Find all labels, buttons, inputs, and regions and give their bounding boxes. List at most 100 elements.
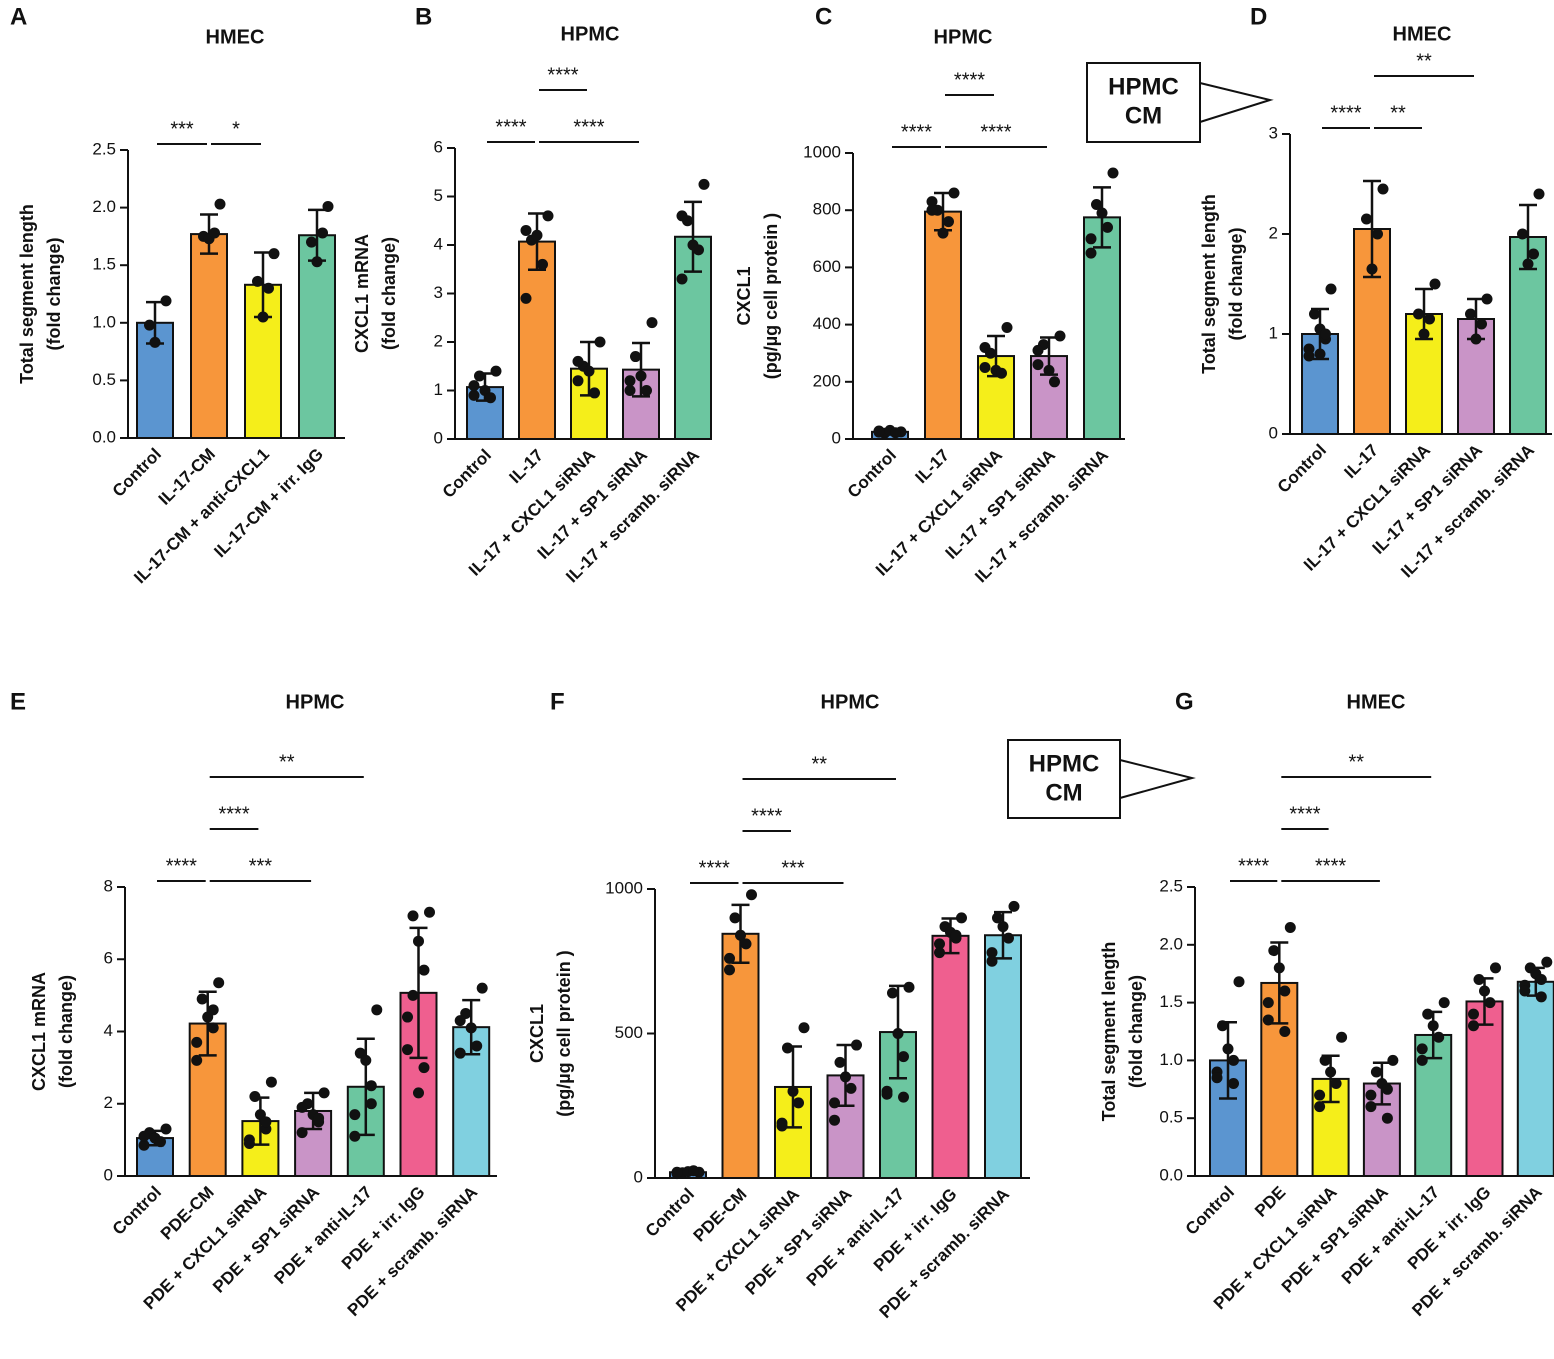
chart-title: HMEC — [1347, 691, 1406, 713]
data-point — [160, 295, 172, 307]
data-point — [630, 351, 641, 363]
data-point — [252, 275, 263, 287]
data-point — [934, 938, 945, 950]
error-bar — [1363, 179, 1381, 279]
x-tick-label: PDE — [1251, 1183, 1289, 1221]
bar — [826, 1074, 865, 1180]
data-point — [1085, 233, 1097, 245]
data-point — [1365, 1089, 1377, 1101]
error-bar — [198, 990, 217, 1057]
data-point — [1427, 1020, 1439, 1032]
y-axis-label: Total segment length — [1099, 942, 1119, 1122]
y-tick-label: 2.5 — [92, 139, 116, 158]
y-tick-label: 1000 — [803, 142, 841, 161]
data-point — [349, 1109, 361, 1121]
bar — [518, 240, 556, 440]
x-tick-label: IL-17 — [506, 446, 547, 487]
data-point — [1001, 321, 1013, 333]
data-point — [1043, 364, 1055, 376]
sig-label: **** — [547, 64, 578, 86]
sig-label: **** — [218, 803, 249, 825]
data-point — [782, 1042, 793, 1054]
y-tick-label: 2.5 — [1159, 876, 1183, 895]
y-tick-label: 2 — [1269, 223, 1278, 242]
data-point — [1370, 1066, 1382, 1078]
y-tick-label: 5 — [434, 186, 443, 205]
data-point — [306, 236, 317, 248]
x-tick-label: IL-17 — [1341, 441, 1382, 482]
data-point — [520, 292, 532, 304]
data-point — [1228, 1054, 1239, 1066]
data-point — [263, 282, 274, 294]
data-point — [418, 1062, 430, 1074]
data-point — [950, 929, 962, 941]
data-point — [296, 1101, 308, 1113]
sig-label: ** — [1390, 102, 1406, 124]
y-tick-label: 0 — [434, 428, 443, 447]
y-axis-label: Total segment length — [17, 204, 37, 384]
data-point — [1273, 962, 1285, 974]
data-point — [407, 910, 419, 922]
data-point — [624, 375, 636, 387]
data-point — [191, 1054, 203, 1066]
data-point — [365, 1098, 377, 1110]
data-point — [829, 1097, 840, 1109]
data-point — [840, 1071, 851, 1083]
data-point — [1413, 308, 1424, 320]
data-point — [1535, 991, 1547, 1003]
data-point — [402, 1011, 413, 1023]
data-point — [956, 912, 967, 924]
data-point — [1314, 348, 1326, 360]
y-tick-label: 2 — [104, 1093, 113, 1112]
data-point — [873, 426, 885, 438]
y-tick-label: 600 — [813, 257, 841, 276]
y-tick-label: 3 — [1269, 123, 1278, 142]
data-point — [1309, 308, 1320, 320]
y-tick-label: 0 — [634, 1167, 643, 1186]
data-point — [1325, 283, 1337, 295]
sig-label: **** — [573, 116, 604, 138]
y-tick-label: 0.5 — [92, 370, 116, 389]
annotation-box — [1086, 62, 1201, 143]
y-tick-label: 1 — [434, 380, 443, 399]
data-point — [996, 367, 1007, 379]
annotation-arrow — [1119, 759, 1196, 799]
error-bar — [632, 341, 650, 398]
data-point — [1279, 1026, 1291, 1037]
data-point — [260, 1116, 272, 1128]
data-point — [1387, 1054, 1399, 1066]
panel-label: D — [1250, 3, 1267, 30]
y-axis-label: Total segment length — [1199, 194, 1219, 374]
data-point — [1519, 985, 1531, 997]
chart-title: HPMC — [934, 26, 993, 48]
bar — [298, 234, 336, 439]
y-tick-label: 1.5 — [1159, 992, 1183, 1011]
data-point — [926, 196, 938, 208]
y-tick-label: 2 — [434, 331, 443, 350]
data-point — [1233, 976, 1245, 988]
data-point — [214, 198, 226, 210]
data-point — [1102, 221, 1113, 233]
y-tick-label: 3 — [434, 283, 443, 302]
chart-title: HPMC — [821, 691, 880, 713]
sig-label: ** — [279, 751, 295, 773]
y-tick-label: 500 — [615, 1023, 643, 1042]
y-tick-label: 6 — [434, 137, 443, 156]
y-tick-label: 4 — [434, 234, 443, 253]
y-axis-label: (fold change) — [1226, 228, 1246, 341]
data-point — [213, 977, 225, 989]
data-point — [1481, 293, 1493, 305]
data-point — [468, 389, 480, 401]
data-point — [1032, 344, 1044, 356]
error-bar — [684, 200, 702, 273]
data-point — [724, 964, 735, 976]
data-point — [624, 385, 636, 396]
data-point — [490, 365, 502, 377]
panel-label: A — [10, 3, 27, 30]
data-point — [1535, 973, 1547, 985]
data-point — [471, 1040, 483, 1052]
y-tick-label: 1.0 — [92, 312, 116, 331]
data-point — [1490, 962, 1501, 974]
data-point — [635, 370, 647, 382]
data-point — [257, 311, 269, 323]
